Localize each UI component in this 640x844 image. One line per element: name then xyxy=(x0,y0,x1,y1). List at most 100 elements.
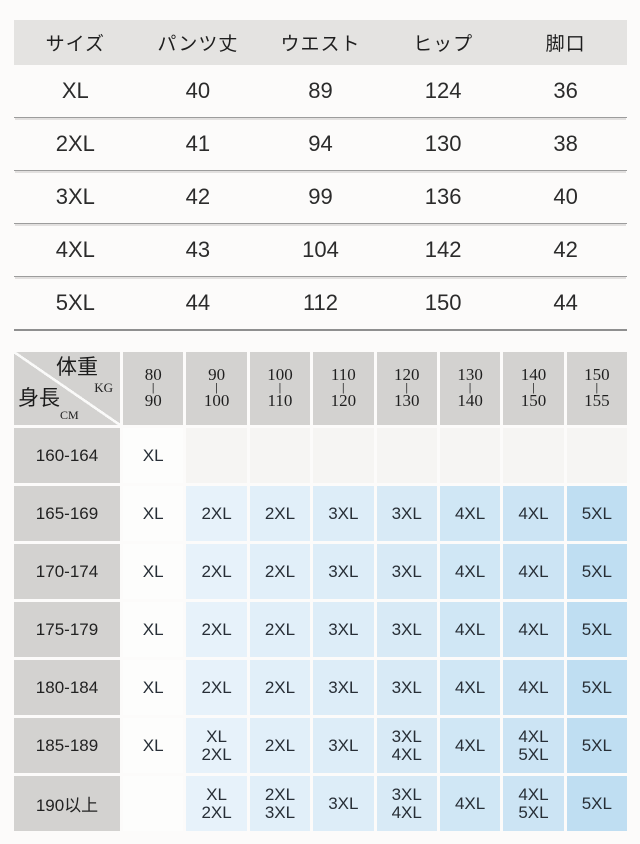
recommended-size-cell xyxy=(313,428,374,483)
matrix-row: 170-174 XL 2XL 2XL 3XL 3XL 4XL 4XL 5XL xyxy=(14,544,627,599)
range-separator: | xyxy=(532,381,535,394)
weight-range-header: 150 | 155 xyxy=(566,352,627,425)
recommended-size-cell: 4XL xyxy=(503,544,564,599)
recommended-size-cell: 5XL xyxy=(566,660,627,715)
hip-cell: 136 xyxy=(424,184,462,209)
weight-to: 100 xyxy=(203,391,230,411)
hip-cell: 142 xyxy=(424,237,462,262)
leg-opening-cell: 36 xyxy=(553,78,578,103)
table-row: 4XL 43 104 142 42 xyxy=(14,224,627,277)
height-range-label: 160-164 xyxy=(14,428,120,483)
recommended-size-cell: 5XL xyxy=(566,486,627,541)
range-separator: | xyxy=(341,381,345,394)
recommended-size-cell: XL 2XL xyxy=(186,776,247,831)
recommended-size-cell: 2XL xyxy=(186,544,247,599)
waist-cell: 112 xyxy=(302,290,339,315)
weight-from: 130 xyxy=(457,364,483,384)
header-pants-length: パンツ丈 xyxy=(157,34,239,55)
recommended-size-cell: 4XL xyxy=(439,660,501,715)
size-cell: 2XL xyxy=(55,131,95,156)
size-cell: 5XL xyxy=(55,290,95,315)
recommended-size-cell: 2XL xyxy=(249,718,311,773)
size-cell: XL xyxy=(61,78,89,103)
recommended-size-cell: 3XL xyxy=(313,544,374,599)
matrix-row: 160-164 XL xyxy=(14,428,627,483)
recommended-size-cell: XL xyxy=(123,660,184,715)
weight-range-header: 80 | 90 xyxy=(123,352,184,425)
weight-to: 155 xyxy=(584,391,610,411)
recommended-size-cell: 4XL 5XL xyxy=(503,776,564,831)
range-separator: | xyxy=(151,381,155,394)
weight-from: 150 xyxy=(584,364,610,384)
recommended-size-cell: XL xyxy=(123,602,184,657)
corner-cell: 体重 KG 身長 CM xyxy=(14,352,120,425)
weight-from: 120 xyxy=(393,364,420,384)
recommended-size-cell: 3XL xyxy=(376,544,437,599)
recommended-size-cell xyxy=(376,428,437,483)
recommended-size-cell: 3XL 4XL xyxy=(376,776,437,831)
leg-opening-cell: 40 xyxy=(553,184,578,209)
matrix-row: 190以上 XL 2XL 2XL 3XL 3XL 3XL 4XL 4XL 4XL… xyxy=(14,776,627,831)
weight-from: 110 xyxy=(330,364,356,384)
weight-to: 120 xyxy=(330,391,357,411)
recommended-size-cell: 4XL 5XL xyxy=(503,718,564,773)
header-waist: ウエスト xyxy=(280,34,361,55)
kg-unit-label: KG xyxy=(94,380,113,395)
hip-cell: 150 xyxy=(424,290,462,315)
matrix-row: 165-169 XL 2XL 2XL 3XL 3XL 4XL 4XL 5XL xyxy=(14,486,627,541)
weight-from: 90 xyxy=(208,364,226,384)
leg-opening-cell: 38 xyxy=(553,131,578,156)
table-row: 3XL 42 99 136 40 xyxy=(14,171,627,224)
weight-to: 140 xyxy=(457,391,483,411)
pants-length-cell: 40 xyxy=(185,78,211,103)
recommended-size-cell: 2XL xyxy=(186,660,247,715)
recommended-size-cell: 2XL 3XL xyxy=(249,776,311,831)
height-range-label: 180-184 xyxy=(14,660,120,715)
recommended-size-cell xyxy=(439,428,501,483)
weight-range-header: 90 | 100 xyxy=(186,352,247,425)
range-separator: | xyxy=(215,381,218,394)
header-hip: ヒップ xyxy=(413,34,474,55)
recommended-size-cell: XL xyxy=(123,718,184,773)
weight-range-header: 100 | 110 xyxy=(249,352,311,425)
range-separator: | xyxy=(468,381,472,394)
recommended-size-cell: 5XL xyxy=(566,776,627,831)
recommended-size-cell: 2XL xyxy=(249,660,311,715)
recommended-size-cell: 4XL xyxy=(503,660,564,715)
recommended-size-cell: 3XL xyxy=(313,486,374,541)
recommended-size-cell: 2XL xyxy=(186,486,247,541)
height-axis-label: 身長 xyxy=(18,386,60,410)
hip-cell: 124 xyxy=(424,78,462,103)
recommended-size-cell: 4XL xyxy=(439,602,501,657)
recommended-size-cell xyxy=(503,428,564,483)
pants-length-cell: 44 xyxy=(185,290,211,315)
recommended-size-cell: XL xyxy=(123,544,184,599)
recommended-size-cell: 2XL xyxy=(249,544,311,599)
weight-axis-label: 体重 xyxy=(56,355,98,379)
pants-length-cell: 41 xyxy=(185,131,211,156)
weight-range-header: 120 | 130 xyxy=(376,352,437,425)
waist-cell: 89 xyxy=(308,78,333,103)
weight-range-header: 140 | 150 xyxy=(503,352,564,425)
recommended-size-cell: 3XL 4XL xyxy=(376,718,437,773)
weight-from: 80 xyxy=(144,364,162,384)
recommended-size-cell xyxy=(186,428,247,483)
recommended-size-cell: 4XL xyxy=(503,602,564,657)
header-leg-opening: 脚口 xyxy=(545,34,586,55)
range-separator: | xyxy=(595,381,599,394)
recommended-size-cell: XL xyxy=(123,428,184,483)
size-spec-header-row: サイズ パンツ丈 ウエスト ヒップ 脚口 xyxy=(14,20,627,65)
recommended-size-cell: 2XL xyxy=(186,602,247,657)
recommended-size-cell: 4XL xyxy=(439,718,501,773)
recommended-size-cell: 5XL xyxy=(566,544,627,599)
recommended-size-cell: 3XL xyxy=(313,776,374,831)
recommended-size-cell: 3XL xyxy=(313,718,374,773)
weight-from: 100 xyxy=(267,364,293,384)
weight-range-header: 110 | 120 xyxy=(313,352,374,425)
weight-to: 130 xyxy=(393,391,420,411)
leg-opening-cell: 44 xyxy=(553,290,578,315)
weight-from: 140 xyxy=(520,364,547,384)
leg-opening-cell: 42 xyxy=(553,237,578,262)
size-cell: 3XL xyxy=(55,184,95,209)
